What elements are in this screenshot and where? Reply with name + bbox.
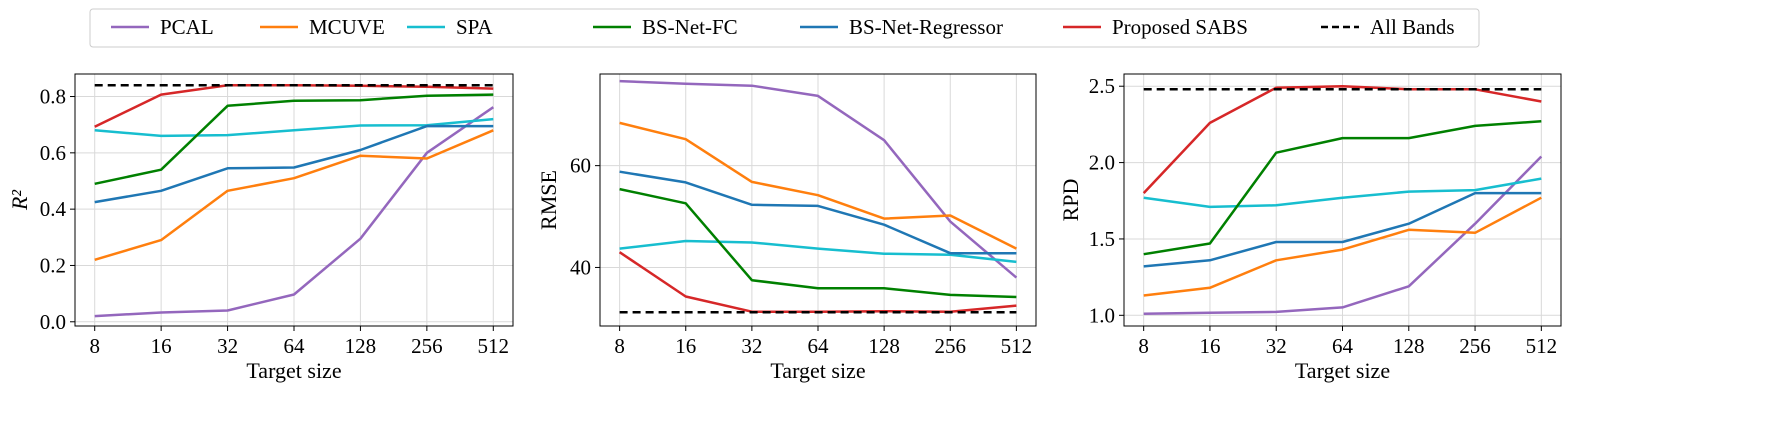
y-tick-label: 2.5 xyxy=(1089,74,1115,98)
x-axis-label: Target size xyxy=(246,358,341,383)
y-tick-label: 0.6 xyxy=(40,141,66,165)
y-tick-label: 0.8 xyxy=(40,85,66,109)
legend-label: MCUVE xyxy=(309,15,385,39)
x-tick-label: 32 xyxy=(217,334,238,358)
x-tick-label: 64 xyxy=(1332,334,1354,358)
y-axis-label: RMSE xyxy=(536,170,561,230)
x-tick-label: 16 xyxy=(675,334,696,358)
legend-label: Proposed SABS xyxy=(1112,15,1248,39)
series-line-spa xyxy=(1143,177,1542,209)
y-tick-label: 40 xyxy=(570,255,591,279)
x-tick-label: 8 xyxy=(89,334,100,358)
chart-panel-3: 8 16 32 64 128 256 512 1.0 1.5 2.0 2.5 Target size R… xyxy=(1058,73,1562,383)
series-line-pcal xyxy=(1143,155,1543,316)
legend-label: BS-Net-Regressor xyxy=(849,15,1003,39)
series-line-bs-net-regressor xyxy=(94,124,494,204)
y-tick-label: 0.0 xyxy=(40,310,66,334)
legend-label: SPA xyxy=(456,15,493,39)
x-tick-label: 64 xyxy=(284,334,306,358)
y-tick-label: 2.0 xyxy=(1089,151,1115,175)
y-tick-label: 60 xyxy=(570,154,591,178)
legend-item: All Bands xyxy=(1321,15,1455,39)
legend-item: PCAL xyxy=(111,15,214,39)
legend-frame xyxy=(89,8,1480,48)
x-tick-label: 16 xyxy=(1199,334,1220,358)
x-tick-label: 128 xyxy=(1393,334,1425,358)
series-line-bs-net-fc xyxy=(94,93,494,186)
y-tick-label: 1.5 xyxy=(1089,227,1115,251)
x-tick-label: 8 xyxy=(614,334,625,358)
legend-item: SPA xyxy=(407,15,493,39)
x-tick-label: 256 xyxy=(935,334,967,358)
legend-item: BS-Net-FC xyxy=(593,15,738,39)
x-tick-label: 128 xyxy=(345,334,377,358)
x-tick-label: 32 xyxy=(741,334,762,358)
x-tick-label: 512 xyxy=(478,334,510,358)
series-line-mcuve xyxy=(619,121,1017,250)
y-tick-label: 1.0 xyxy=(1089,303,1115,327)
y-axis-label: R² xyxy=(7,190,32,211)
x-tick-label: 8 xyxy=(1138,334,1149,358)
y-tick-label: 0.2 xyxy=(40,253,66,277)
x-axis-label: Target size xyxy=(1295,358,1390,383)
series-line-bs-net-fc xyxy=(619,187,1017,299)
legend-label: PCAL xyxy=(160,15,214,39)
series-line-mcuve xyxy=(94,129,494,261)
legend-label: All Bands xyxy=(1370,15,1455,39)
x-tick-label: 256 xyxy=(411,334,443,358)
series-line-spa xyxy=(619,239,1017,264)
x-tick-label: 16 xyxy=(151,334,172,358)
x-tick-label: 256 xyxy=(1459,334,1491,358)
x-tick-label: 128 xyxy=(868,334,900,358)
series-line-pcal xyxy=(619,79,1018,279)
y-axis-label: RPD xyxy=(1058,179,1083,222)
legend-item: Proposed SABS xyxy=(1063,15,1248,39)
chart-panel-2: 8 16 32 64 128 256 512 40 60 Target size RMSE xyxy=(536,73,1037,383)
chart-panels: 8 16 32 64 128 256 512 0.0 0.2 0.4 0.6 0.8 Target si… xyxy=(7,73,1562,383)
y-tick-label: 0.4 xyxy=(40,197,67,221)
legend-item: BS-Net-Regressor xyxy=(800,15,1003,39)
x-tick-label: 32 xyxy=(1266,334,1287,358)
x-axis-label: Target size xyxy=(770,358,865,383)
legend: PCAL MCUVE SPA BS-Net-FC BS-Net-Regressor Pro… xyxy=(89,8,1480,48)
legend-item: MCUVE xyxy=(260,15,385,39)
series-line-bs-net-regressor xyxy=(1143,191,1542,268)
legend-label: BS-Net-FC xyxy=(642,15,738,39)
series-line-pcal xyxy=(94,106,495,318)
series-line-mcuve xyxy=(1143,196,1542,297)
x-tick-label: 512 xyxy=(1001,334,1033,358)
series-line-bs-net-regressor xyxy=(619,170,1017,255)
x-tick-label: 512 xyxy=(1526,334,1558,358)
x-tick-label: 64 xyxy=(808,334,830,358)
chart-panel-1: 8 16 32 64 128 256 512 0.0 0.2 0.4 0.6 0.8 Target si… xyxy=(7,73,514,383)
series-line-bs-net-fc xyxy=(1143,120,1542,256)
